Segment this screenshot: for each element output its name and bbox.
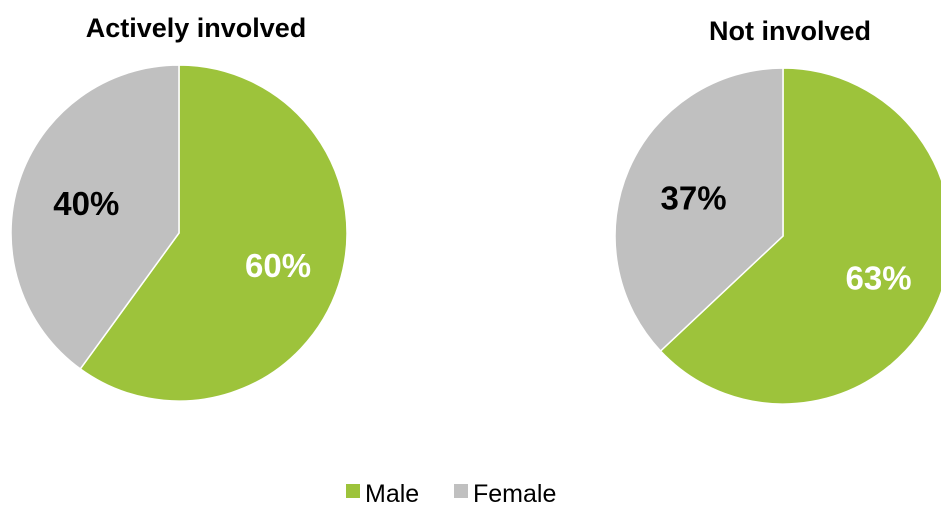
slice-label-female: 40% bbox=[53, 185, 119, 222]
chart-title-actively-involved: Actively involved bbox=[86, 13, 307, 43]
legend-swatch-female bbox=[454, 484, 468, 498]
pie-chart-not-involved: Not involved 63% 37% bbox=[614, 16, 941, 405]
slice-label-male: 63% bbox=[846, 259, 912, 296]
chart-title-not-involved: Not involved bbox=[709, 16, 871, 46]
legend-label-male: Male bbox=[365, 480, 419, 505]
pie-slice-male bbox=[659, 67, 941, 405]
pie-slice-male bbox=[79, 64, 348, 402]
slice-label-male: 60% bbox=[245, 247, 311, 284]
legend-swatch-male bbox=[346, 484, 360, 498]
legend-label-female: Female bbox=[473, 480, 556, 505]
pie-chart-actively-involved: Actively involved 60% 40% bbox=[10, 13, 348, 402]
legend: Male Female bbox=[346, 480, 556, 505]
pie-slice-female bbox=[10, 64, 180, 370]
slice-label-female: 37% bbox=[661, 179, 727, 216]
pie-slice-female bbox=[614, 67, 784, 353]
